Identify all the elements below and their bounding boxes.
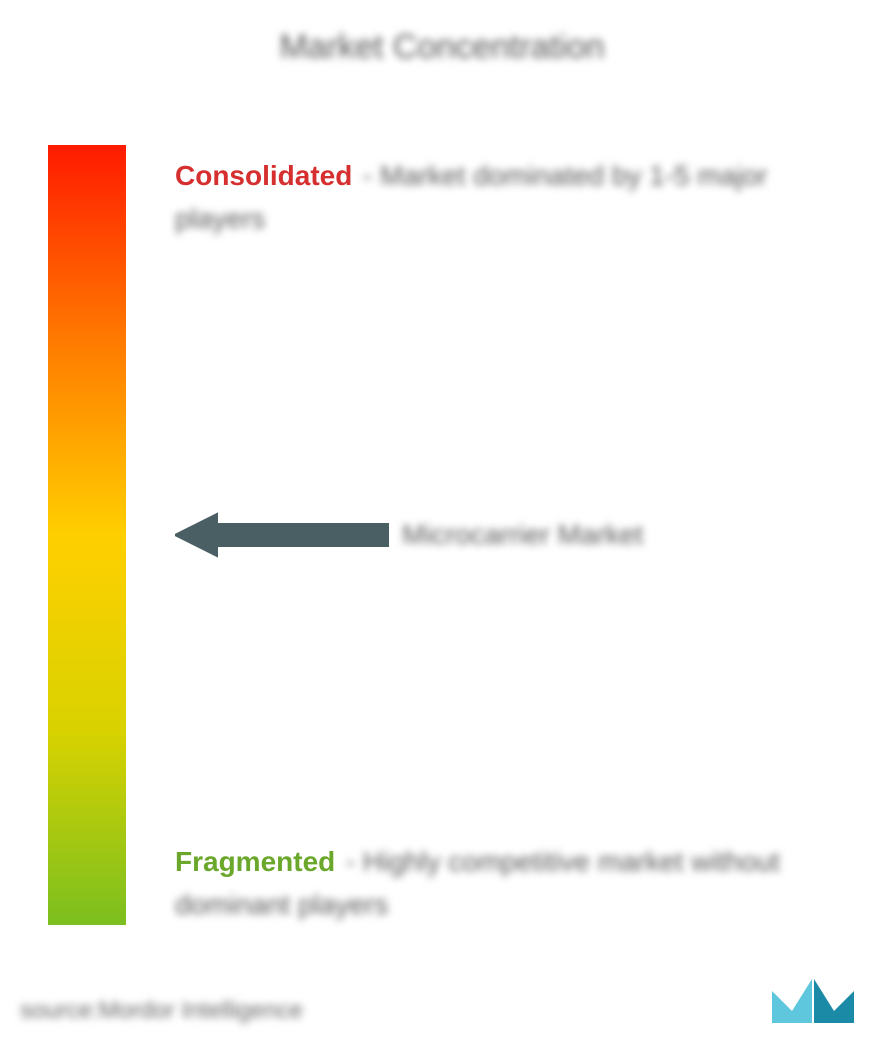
gradient-svg — [48, 145, 126, 925]
logo-icon — [770, 973, 856, 1025]
market-pointer-row: Microcarrier Market — [175, 512, 815, 558]
market-name-label: Microcarrier Market — [402, 519, 643, 551]
fragmented-tag: Fragmented — [175, 846, 335, 877]
chart-canvas: Market Concentration Consolidated - Mark… — [0, 0, 884, 1045]
brand-logo — [770, 973, 856, 1025]
concentration-gradient-bar — [48, 145, 126, 925]
consolidated-row: Consolidated - Market dominated by 1-5 m… — [175, 154, 815, 241]
left-arrow-icon — [175, 512, 390, 558]
fragmented-row: Fragmented - Highly competitive market w… — [175, 840, 815, 927]
chart-title: Market Concentration — [0, 28, 884, 67]
consolidated-tag: Consolidated — [175, 160, 352, 191]
source-attribution: source:Mordor Intelligence — [20, 997, 303, 1025]
